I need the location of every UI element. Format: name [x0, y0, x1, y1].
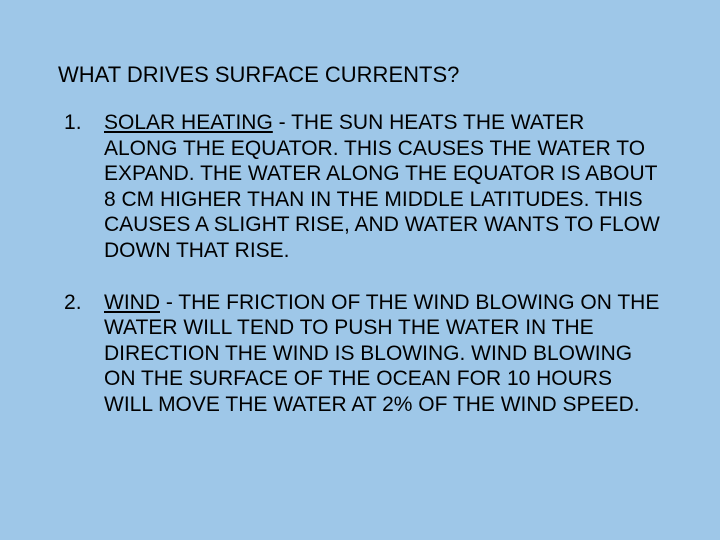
term-underline: SOLAR HEATING: [104, 111, 273, 134]
list-item: SOLAR HEATING - THE SUN HEATS THE WATER …: [58, 110, 660, 264]
slide: WHAT DRIVES SURFACE CURRENTS? SOLAR HEAT…: [0, 0, 720, 484]
list-item: WIND - THE FRICTION OF THE WIND BLOWING …: [58, 290, 660, 418]
numbered-list: SOLAR HEATING - THE SUN HEATS THE WATER …: [58, 110, 660, 418]
item-body: - THE FRICTION OF THE WIND BLOWING ON TH…: [104, 291, 659, 416]
term-underline: WIND: [104, 291, 160, 314]
slide-title: WHAT DRIVES SURFACE CURRENTS?: [58, 62, 660, 88]
